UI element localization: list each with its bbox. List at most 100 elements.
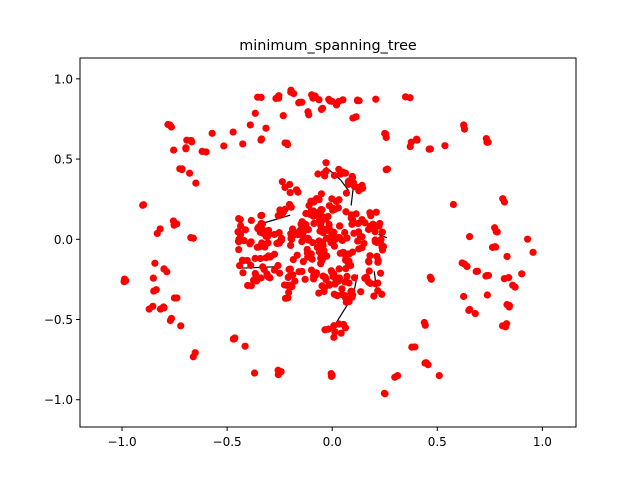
node-marker <box>348 172 356 181</box>
graph-node <box>262 124 270 132</box>
node-marker <box>341 324 350 332</box>
node-marker <box>483 271 491 280</box>
node-marker <box>192 179 200 187</box>
node-marker <box>276 206 284 214</box>
y-tick-label: 1.0 <box>54 72 73 86</box>
graph-node <box>408 343 419 351</box>
node-marker <box>189 234 197 242</box>
graph-node <box>471 310 479 318</box>
node-marker <box>347 214 355 222</box>
graph-node <box>185 169 194 177</box>
x-tick-label: 0.0 <box>323 435 342 449</box>
node-marker <box>322 159 330 167</box>
graph-node <box>482 134 492 146</box>
node-marker <box>348 220 356 228</box>
graph-node <box>325 95 336 105</box>
node-marker <box>220 142 228 150</box>
node-marker <box>449 200 458 209</box>
node-marker <box>258 220 267 228</box>
graph-node <box>500 274 513 283</box>
node-marker <box>252 277 261 285</box>
node-marker <box>318 254 327 263</box>
node-marker <box>330 242 338 250</box>
node-marker <box>257 93 265 102</box>
graph-node <box>287 86 298 98</box>
graph-node <box>150 286 160 295</box>
node-marker <box>319 241 327 250</box>
node-marker <box>185 169 194 177</box>
node-marker <box>286 180 294 189</box>
node-marker <box>247 216 255 225</box>
node-marker <box>289 255 297 264</box>
node-marker <box>253 243 261 251</box>
node-marker <box>275 269 284 277</box>
graph-node <box>435 371 443 380</box>
y-tick-label: 0.0 <box>54 233 73 247</box>
node-marker <box>149 274 157 282</box>
node-marker <box>318 104 327 112</box>
node-marker <box>307 250 315 258</box>
node-marker <box>407 138 415 146</box>
node-marker <box>518 270 526 278</box>
node-marker <box>355 187 363 195</box>
node-marker <box>343 234 351 242</box>
node-marker <box>310 219 318 228</box>
graph-node <box>281 139 292 149</box>
node-marker <box>139 201 148 209</box>
graph-node <box>425 145 435 153</box>
x-axis-ticks: −1.0 −0.5 0.0 0.5 1.0 <box>107 427 552 449</box>
graph-node <box>472 267 482 276</box>
node-marker <box>358 181 366 190</box>
node-marker <box>235 245 243 254</box>
nodes-layer <box>120 86 537 398</box>
graph-node <box>529 248 537 256</box>
node-marker <box>239 269 247 277</box>
graph-node <box>391 371 402 381</box>
node-marker <box>277 368 285 376</box>
node-marker <box>279 112 287 120</box>
node-marker <box>342 189 351 197</box>
node-marker <box>285 272 293 281</box>
node-marker <box>315 248 324 256</box>
graph-node <box>307 190 326 206</box>
graph-node <box>182 144 190 153</box>
node-marker <box>472 267 480 276</box>
node-marker <box>315 96 323 104</box>
graph-node <box>315 212 333 232</box>
node-marker <box>246 121 254 129</box>
graph-node <box>482 271 493 280</box>
graph-node <box>421 359 432 369</box>
graph-node <box>308 91 319 102</box>
node-marker <box>529 248 537 256</box>
node-marker <box>505 303 513 311</box>
node-marker <box>285 288 293 296</box>
node-marker <box>366 252 374 260</box>
node-marker <box>372 208 380 216</box>
node-marker <box>156 225 164 233</box>
node-marker <box>393 371 402 380</box>
graph-node <box>257 135 266 144</box>
node-marker <box>343 272 351 280</box>
node-marker <box>336 170 344 178</box>
node-marker <box>241 226 250 234</box>
node-marker <box>328 195 336 203</box>
graph-node <box>347 210 360 224</box>
graph-node <box>317 104 327 113</box>
y-tick-label: 0.5 <box>54 153 73 167</box>
node-marker <box>170 146 178 154</box>
graph-node <box>229 128 237 136</box>
node-marker <box>256 254 265 263</box>
node-marker <box>318 282 326 290</box>
node-marker <box>169 217 178 225</box>
graph-node <box>509 281 519 291</box>
node-marker <box>401 93 410 101</box>
node-marker <box>301 275 309 283</box>
graph-node <box>153 225 164 238</box>
graph-node <box>241 342 249 350</box>
node-marker <box>484 138 492 146</box>
node-marker <box>342 208 350 216</box>
node-marker <box>376 219 384 228</box>
graph-node <box>239 140 247 148</box>
node-marker <box>460 121 468 129</box>
